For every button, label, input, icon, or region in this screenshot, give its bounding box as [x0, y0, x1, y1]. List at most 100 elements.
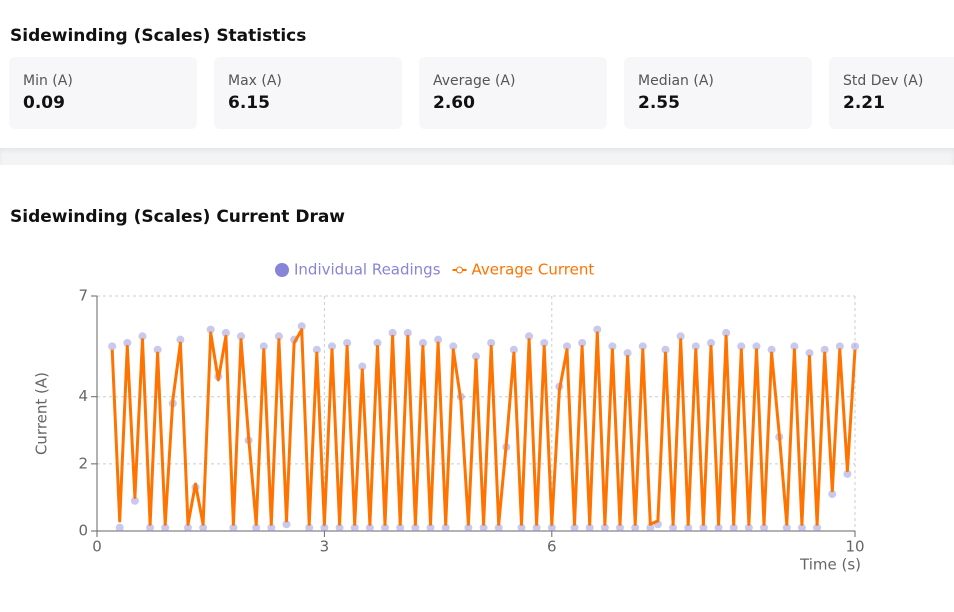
stat-card: Median (A) 2.55: [624, 57, 812, 129]
reading-point: [138, 332, 147, 341]
reading-point: [297, 322, 306, 331]
stat-label: Median (A): [638, 73, 714, 89]
reading-point: [820, 345, 829, 354]
legend-icon: [275, 263, 289, 277]
reading-point: [843, 469, 852, 478]
reading-point: [729, 523, 738, 532]
y-axis-label: Current (A): [33, 372, 51, 455]
reading-point: [752, 342, 761, 351]
reading-point: [593, 325, 602, 334]
reading-point: [221, 328, 230, 337]
y-tick-label: 4: [78, 387, 88, 405]
reading-point: [365, 523, 374, 532]
stat-label: Std Dev (A): [843, 73, 924, 89]
stat-value: 2.21: [843, 93, 885, 113]
reading-point: [259, 342, 268, 351]
reading-point: [494, 523, 503, 532]
reading-point: [274, 332, 283, 341]
reading-point: [449, 342, 458, 351]
reading-point: [578, 339, 587, 347]
reading-point: [714, 523, 723, 532]
reading-point: [479, 523, 488, 532]
reading-point: [146, 523, 155, 532]
x-axis-label: Time (s): [799, 556, 861, 574]
reading-point: [418, 339, 427, 347]
reading-point: [343, 339, 352, 347]
reading-point: [767, 345, 776, 354]
reading-point: [517, 523, 526, 532]
reading-point: [661, 345, 670, 354]
reading-point: [760, 523, 769, 532]
reading-point: [388, 328, 397, 337]
reading-point: [464, 523, 473, 532]
reading-point: [570, 523, 579, 532]
reading-point: [782, 523, 791, 532]
reading-point: [434, 335, 443, 344]
reading-point: [525, 332, 534, 341]
reading-point: [547, 523, 556, 532]
reading-point: [199, 523, 208, 532]
reading-point: [638, 342, 647, 351]
reading-point: [691, 342, 700, 351]
stat-value: 2.55: [638, 93, 680, 113]
reading-point: [335, 523, 344, 532]
stat-label: Max (A): [228, 73, 282, 89]
reading-point: [509, 345, 518, 354]
reading-point: [305, 523, 314, 532]
stat-card: Average (A) 2.60: [419, 57, 607, 129]
stat-label: Min (A): [23, 73, 73, 89]
reading-point: [676, 332, 685, 341]
reading-point: [851, 342, 859, 351]
reading-point: [585, 523, 594, 532]
reading-point: [616, 523, 625, 532]
reading-point: [540, 339, 549, 347]
reading-point: [252, 523, 261, 532]
reading-point: [396, 523, 405, 532]
reading-point: [532, 523, 541, 532]
reading-point: [381, 523, 390, 532]
reading-point: [206, 325, 215, 334]
reading-point: [813, 523, 822, 532]
y-tick-label: 2: [78, 454, 88, 472]
divider: [0, 148, 954, 165]
reading-point: [320, 523, 329, 532]
reading-point: [282, 520, 291, 529]
reading-point: [161, 523, 170, 532]
reading-point: [441, 523, 450, 532]
y-tick-label: 7: [78, 287, 88, 305]
x-tick-label: 10: [845, 538, 864, 556]
reading-point: [669, 523, 678, 532]
reading-point: [130, 496, 139, 505]
stat-value: 2.60: [433, 93, 475, 113]
stat-label: Average (A): [433, 73, 516, 89]
reading-point: [123, 339, 132, 347]
stat-value: 0.09: [23, 93, 65, 113]
reading-point: [805, 349, 814, 358]
legend-label: Average Current: [472, 261, 595, 279]
reading-point: [744, 523, 753, 532]
x-tick-label: 3: [320, 538, 330, 556]
x-tick-label: 0: [92, 538, 102, 556]
legend-label: Individual Readings: [294, 261, 441, 279]
reading-point: [737, 342, 746, 351]
stat-card: Max (A) 6.15: [214, 57, 402, 129]
reading-point: [722, 328, 731, 337]
stats-title: Sidewinding (Scales) Statistics: [10, 26, 307, 46]
y-tick-label: 0: [78, 522, 88, 540]
reading-point: [608, 342, 617, 351]
reading-point: [108, 342, 117, 351]
reading-point: [176, 335, 185, 344]
stat-value: 6.15: [228, 93, 270, 113]
reading-point: [183, 523, 192, 532]
reading-point: [828, 490, 837, 499]
reading-point: [312, 345, 321, 354]
reading-point: [327, 342, 336, 351]
reading-point: [835, 342, 844, 351]
reading-point: [790, 342, 799, 351]
reading-point: [115, 523, 124, 532]
reading-point: [229, 523, 238, 532]
reading-point: [699, 523, 708, 532]
reading-point: [631, 523, 640, 532]
reading-point: [684, 523, 693, 532]
